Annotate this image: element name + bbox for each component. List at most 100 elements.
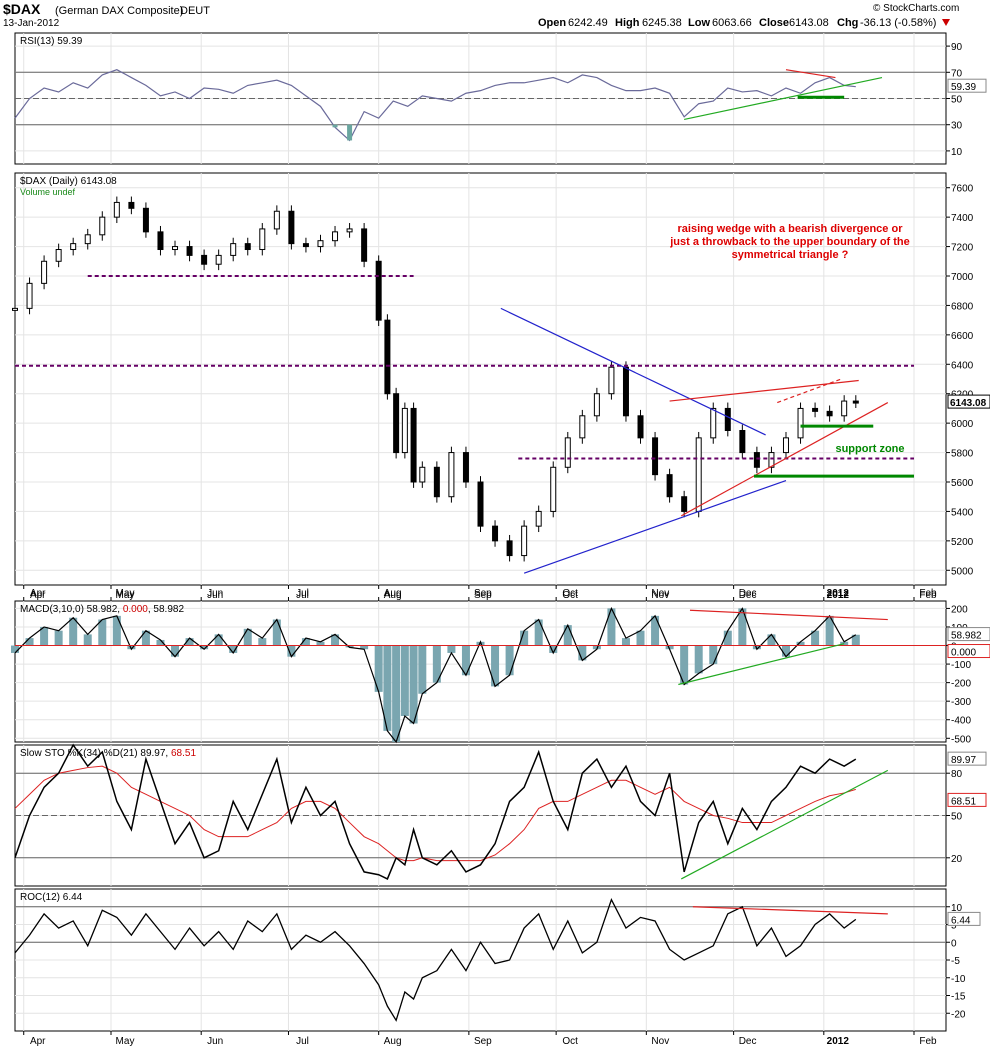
ytick-label-4-1: 5 (951, 921, 957, 932)
ytick-label-4-5: -15 (951, 992, 966, 1003)
price-bar-15 (230, 243, 237, 256)
month-label-1: May (116, 1036, 135, 1047)
price-bar-36 (506, 540, 513, 557)
month-label-4: Aug (384, 588, 402, 599)
month-label-5: Sep (474, 588, 492, 599)
close-value: 6143.08 (789, 17, 829, 29)
title-part-3-1: 68.51 (171, 748, 196, 759)
price-bar-26 (384, 319, 391, 395)
price-bar-10 (157, 231, 164, 251)
price-bar-17 (259, 228, 266, 251)
ytick-label-2-0: 200 (951, 604, 968, 615)
price-bar-45 (637, 415, 644, 439)
ytick-label-3-0: 80 (951, 769, 963, 780)
ytick-label-2-3: -100 (951, 660, 971, 671)
sto-k-line (14, 743, 857, 880)
price-bar-11 (172, 246, 179, 251)
ytick-label-1-4: 6800 (951, 301, 974, 312)
price-bar-30 (419, 466, 426, 483)
month-label-0: Apr (30, 588, 46, 599)
title-part-2-2: , 58.982 (148, 604, 185, 615)
month-label-3: Jul (296, 1036, 309, 1047)
support-zone-label: support zone (835, 443, 904, 455)
price-bar-27 (393, 393, 400, 454)
price-bar-23 (346, 228, 353, 233)
ytick-label-0-2: 50 (951, 95, 963, 106)
macd-value-label: 58.982 (951, 631, 982, 642)
annotation-4-0 (692, 906, 888, 915)
rsi-value-label: 59.39 (951, 82, 976, 93)
symbol-name: (German DAX Composite) (55, 5, 183, 17)
chg-label: Chg (837, 17, 858, 29)
ytick-label-1-1: 7400 (951, 213, 974, 224)
price-bar-22 (332, 231, 339, 242)
ytick-label-2-4: -200 (951, 679, 971, 690)
annotation-3-0 (680, 769, 889, 880)
panel-title-3: Slow STO %K(34) %D(21) 89.97, 68.51 (20, 748, 196, 759)
month-label-5: Sep (474, 1036, 492, 1047)
price-bar-51 (724, 407, 731, 431)
ytick-label-1-2: 7200 (951, 243, 974, 254)
price-bar-2 (41, 260, 48, 284)
ytick-label-1-5: 6600 (951, 331, 974, 342)
price-bar-56 (797, 407, 804, 439)
month-label-5: Sep (474, 590, 492, 601)
ytick-label-4-4: -10 (951, 974, 966, 985)
price-bar-16 (244, 243, 251, 251)
price-bar-31 (433, 466, 440, 498)
title-part-3-0: Slow STO %K(34) %D(21) 89.97, (20, 748, 171, 759)
price-bar-52 (739, 430, 746, 454)
price-value-label: 6143.08 (950, 398, 987, 409)
ytick-label-1-6: 6400 (951, 360, 974, 371)
price-bar-3 (55, 249, 62, 262)
price-bar-58 (826, 410, 833, 417)
month-label-2: Jun (207, 590, 223, 601)
ytick-label-0-4: 10 (951, 147, 963, 158)
price-bar-37 (521, 525, 528, 557)
month-label-6: Oct (562, 1036, 578, 1047)
price-bar-20 (302, 243, 309, 248)
volume-label: Volume undef (20, 187, 76, 197)
price-bar-48 (681, 496, 688, 512)
ytick-label-1-13: 5000 (951, 566, 974, 577)
annotation-2-1 (678, 643, 845, 686)
annotation-1-6 (669, 379, 859, 402)
ytick-label-2-6: -400 (951, 716, 971, 727)
price-bar-34 (477, 481, 484, 527)
price-bar-18 (273, 210, 280, 230)
month-label-7: Nov (651, 1036, 669, 1047)
month-label-8: Dec (739, 590, 757, 601)
title-part-2-1: 0.000 (123, 604, 148, 615)
rsi-line (14, 69, 856, 142)
price-bar-25 (375, 260, 382, 321)
price-bar-41 (579, 415, 586, 439)
open-value: 6242.49 (568, 17, 608, 29)
panel-title-0: RSI(13) 59.39 (20, 36, 83, 47)
price-bar-21 (317, 240, 324, 248)
price-bar-44 (622, 366, 629, 417)
roc-line (14, 897, 857, 1022)
ytick-label-0-1: 70 (951, 68, 963, 79)
annotation-1-4 (523, 479, 787, 574)
ytick-label-3-1: 50 (951, 812, 963, 823)
ytick-label-4-2: 0 (951, 938, 957, 949)
price-bar-53 (753, 452, 760, 468)
price-bar-0 (12, 307, 18, 311)
price-bar-28 (401, 407, 408, 454)
price-bar-19 (288, 210, 295, 245)
price-bar-50 (710, 407, 717, 439)
macd-line (14, 606, 857, 744)
month-label-7: Nov (651, 590, 669, 601)
note-line-3: symmetrical triangle ? (732, 249, 849, 261)
month-label-0: Apr (30, 590, 46, 601)
sto-k-label: 89.97 (951, 755, 976, 766)
ytick-label-1-9: 5800 (951, 449, 974, 460)
ytick-label-2-7: -500 (951, 734, 971, 745)
ytick-label-1-8: 6000 (951, 419, 974, 430)
rsi-value-box (947, 78, 987, 93)
month-label-6: Oct (562, 590, 578, 601)
macd-signal-box (947, 644, 990, 659)
price-bar-60 (852, 400, 859, 404)
price-bar-29 (410, 407, 417, 483)
